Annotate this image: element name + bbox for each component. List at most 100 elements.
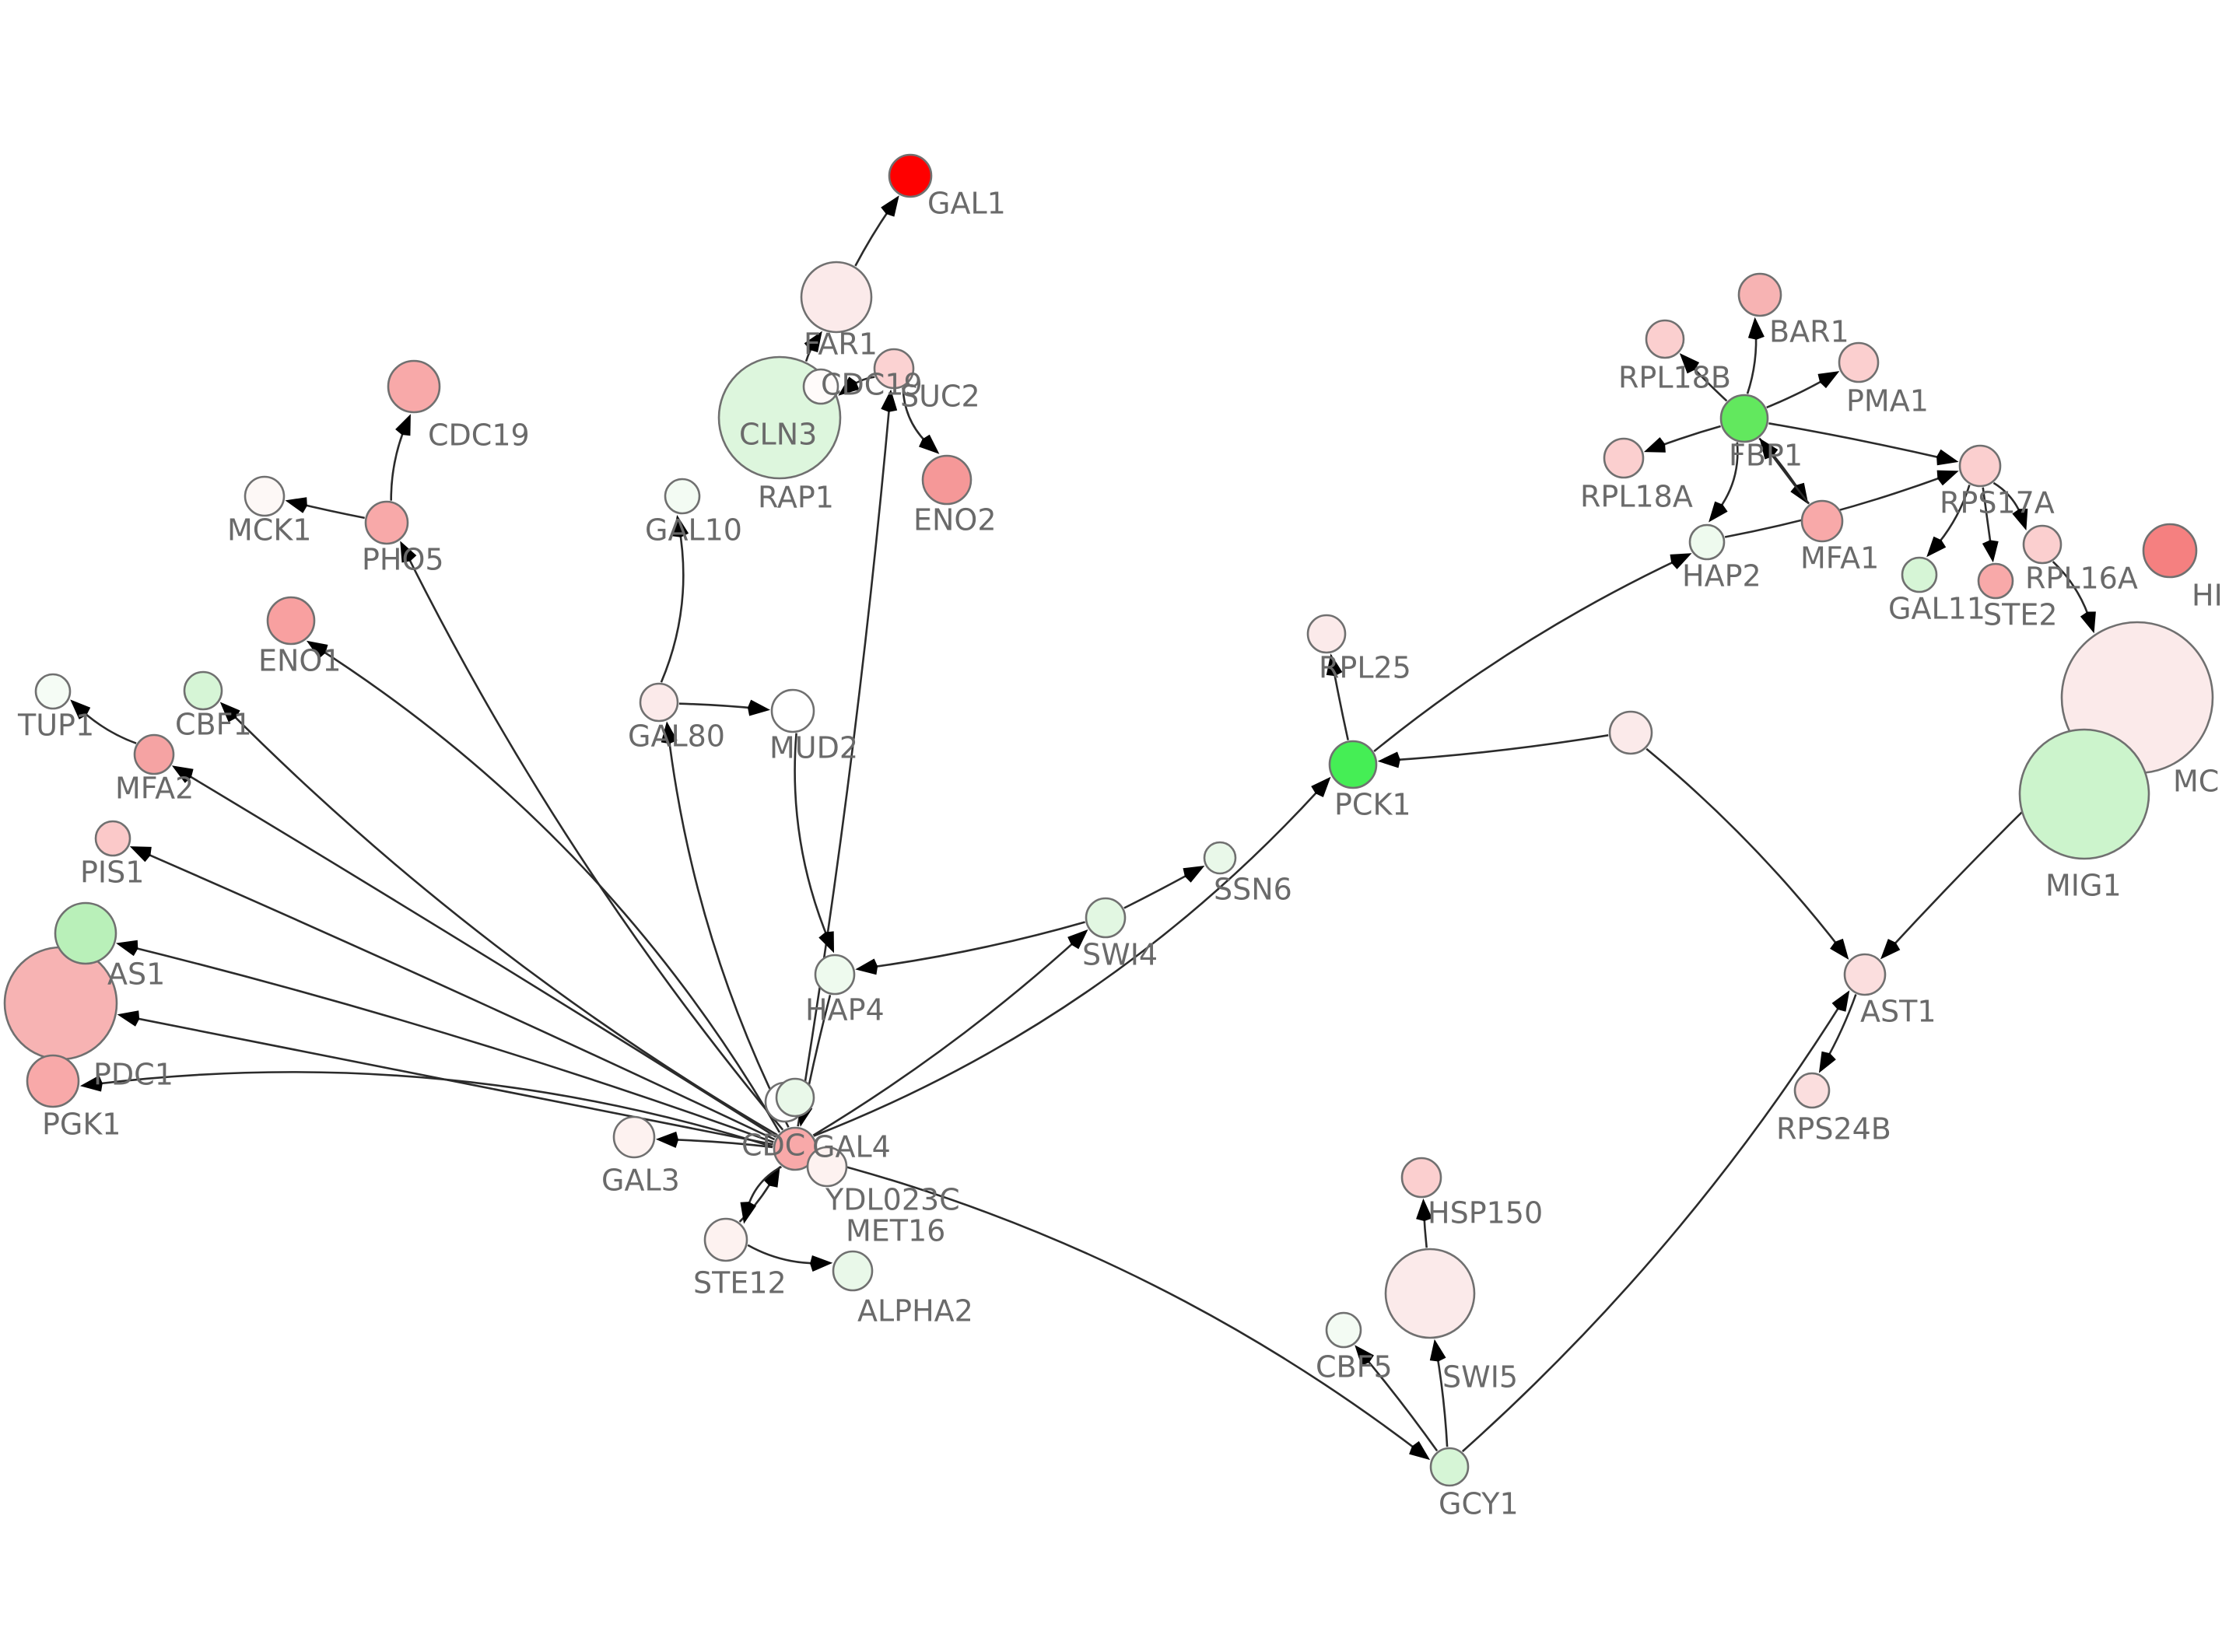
- edge-gal4-to-pck1[interactable]: [813, 776, 1331, 1137]
- node-his4[interactable]: [2142, 523, 2198, 579]
- node-mfa1[interactable]: [1800, 499, 1844, 543]
- edge-rps17a-to-ste2[interactable]: [1982, 487, 1999, 563]
- node-eno1[interactable]: [266, 596, 316, 646]
- edge-gal80-to-mud2[interactable]: [678, 699, 770, 716]
- node-rpl18a[interactable]: [1603, 437, 1645, 479]
- edge-gal4-to-pdc1[interactable]: [117, 1010, 773, 1146]
- edge-gal4-to-swi4[interactable]: [812, 929, 1088, 1136]
- edge-pck1-to-rpl25[interactable]: [1326, 653, 1349, 740]
- node-pck1[interactable]: [1328, 740, 1378, 789]
- node-hap4[interactable]: [814, 954, 856, 996]
- node-gal4[interactable]: [773, 1126, 818, 1171]
- node-alpha2[interactable]: [832, 1250, 874, 1292]
- edge-line: [794, 733, 831, 943]
- edge-gal4-to-as1[interactable]: [116, 940, 774, 1143]
- node-ydl023c[interactable]: [806, 1146, 848, 1188]
- edge-far1-to-gal1[interactable]: [854, 195, 899, 267]
- edge-swi4-to-ssn6[interactable]: [1123, 866, 1205, 909]
- node-tup1[interactable]: [34, 673, 72, 710]
- node-hap2[interactable]: [1688, 523, 1726, 561]
- node-bar1[interactable]: [1737, 272, 1782, 317]
- node-as1[interactable]: [54, 901, 117, 965]
- node-rpl25[interactable]: [1306, 614, 1347, 654]
- edge-suc2-to-cln3[interactable]: [838, 376, 875, 396]
- node-rps17a[interactable]: [1958, 444, 2002, 488]
- node-mig1[interactable]: [2018, 728, 2150, 860]
- edge-gal4-to-pho5[interactable]: [400, 541, 784, 1131]
- edge-swi5-to-hsp150[interactable]: [1416, 1198, 1432, 1248]
- edge-fbp1-to-rps17a[interactable]: [1768, 422, 1959, 466]
- node-hsp150[interactable]: [1400, 1157, 1442, 1199]
- node-mck1[interactable]: [244, 475, 286, 517]
- node-pdc1[interactable]: [3, 946, 118, 1061]
- node-gal10[interactable]: [664, 478, 701, 515]
- node-rpl18b[interactable]: [1645, 319, 1685, 359]
- node-rps24b[interactable]: [1793, 1072, 1831, 1109]
- edge-rpl16a-to-mcm1[interactable]: [2052, 561, 2096, 634]
- node-gal11[interactable]: [1901, 556, 1938, 593]
- node-cdc19b[interactable]: [387, 359, 441, 414]
- edge-gal4-to-gal3[interactable]: [655, 1131, 773, 1149]
- edge-gal4-to-gal80[interactable]: [661, 721, 790, 1128]
- node-rpl16a[interactable]: [2022, 524, 2063, 565]
- node-pho5[interactable]: [364, 500, 409, 545]
- edge-fbp1-to-pma1[interactable]: [1766, 371, 1840, 409]
- edge-ste12-to-alpha2[interactable]: [747, 1244, 833, 1272]
- edge-fbp1-to-rpl18a[interactable]: [1643, 425, 1721, 453]
- node-eno2[interactable]: [921, 454, 973, 506]
- edge-gal4-to-ste12[interactable]: [740, 1165, 783, 1224]
- node-gal1[interactable]: [888, 153, 933, 198]
- node-pma1[interactable]: [1838, 341, 1880, 383]
- node-gal80[interactable]: [639, 682, 679, 723]
- edge-swi4-to-hap4[interactable]: [855, 921, 1085, 975]
- node-suc2[interactable]: [873, 348, 915, 390]
- node-gcy1[interactable]: [1429, 1447, 1470, 1487]
- node-pis1[interactable]: [94, 820, 131, 857]
- edge-gcy1-to-swi5[interactable]: [1429, 1339, 1449, 1447]
- node-label-hsp150: HSP150: [1428, 1196, 1543, 1230]
- edge-fbp1-to-bar1[interactable]: [1746, 317, 1765, 394]
- edge-cln3-to-far1[interactable]: [804, 331, 822, 362]
- edge-gal4-to-pgk1[interactable]: [79, 1071, 773, 1148]
- edge-gal4-to-mfa2[interactable]: [171, 765, 776, 1138]
- node-swi6[interactable]: [775, 1077, 815, 1118]
- node-swi5[interactable]: [1384, 1248, 1476, 1339]
- edge-gal4-to-eno1[interactable]: [306, 640, 781, 1133]
- node-cdc19[interactable]: [802, 368, 839, 405]
- edge-gal4-to-suc2[interactable]: [797, 389, 898, 1127]
- edge-pck1-to-hap2[interactable]: [1373, 553, 1692, 753]
- edge-gal80-to-gal10[interactable]: [660, 515, 689, 683]
- node-midhub[interactable]: [1608, 710, 1653, 755]
- edge-suc2-to-eno2[interactable]: [902, 387, 940, 454]
- edge-midhub-to-ast1[interactable]: [1645, 747, 1849, 960]
- edge-gal4-to-cbf1[interactable]: [219, 702, 778, 1136]
- edge-gal4-to-pis1[interactable]: [129, 846, 776, 1141]
- node-cbf5[interactable]: [1325, 1311, 1362, 1349]
- edge-gal4-to-gcy1[interactable]: [815, 1157, 1431, 1461]
- edge-fbp1-to-rpl18b[interactable]: [1679, 353, 1728, 402]
- node-ste12[interactable]: [703, 1217, 748, 1262]
- edge-gcy1-to-ast1[interactable]: [1461, 990, 1850, 1453]
- edge-mfa1-to-fbp1[interactable]: [1759, 438, 1810, 505]
- edge-gcy1-to-cbf5[interactable]: [1355, 1345, 1439, 1452]
- node-far1[interactable]: [800, 261, 873, 334]
- node-gal3[interactable]: [612, 1115, 656, 1159]
- edge-pho5-to-cdc19b[interactable]: [390, 414, 411, 501]
- node-swi4[interactable]: [1085, 897, 1127, 939]
- edge-fbp1-to-hap2[interactable]: [1709, 442, 1739, 523]
- edge-mfa2-to-tup1[interactable]: [70, 699, 137, 744]
- edge-rps17a-to-rpl16a[interactable]: [1992, 481, 2028, 530]
- node-ast1[interactable]: [1843, 953, 1887, 996]
- edge-pho5-to-mck1[interactable]: [285, 497, 365, 520]
- edge-rps17a-to-gal11[interactable]: [1926, 485, 1971, 558]
- edge-midhub-to-pck1[interactable]: [1377, 734, 1609, 768]
- edge-mud2-to-hap4[interactable]: [794, 733, 834, 954]
- node-ssn6[interactable]: [1203, 841, 1237, 875]
- node-mfa2[interactable]: [133, 733, 175, 775]
- node-pgk1[interactable]: [26, 1054, 80, 1108]
- node-cbf1[interactable]: [183, 670, 223, 711]
- node-fbp1[interactable]: [1719, 394, 1769, 443]
- node-ste2[interactable]: [1977, 562, 2014, 600]
- node-mud2[interactable]: [770, 688, 815, 733]
- edge-ast1-to-rps24b[interactable]: [1818, 994, 1857, 1073]
